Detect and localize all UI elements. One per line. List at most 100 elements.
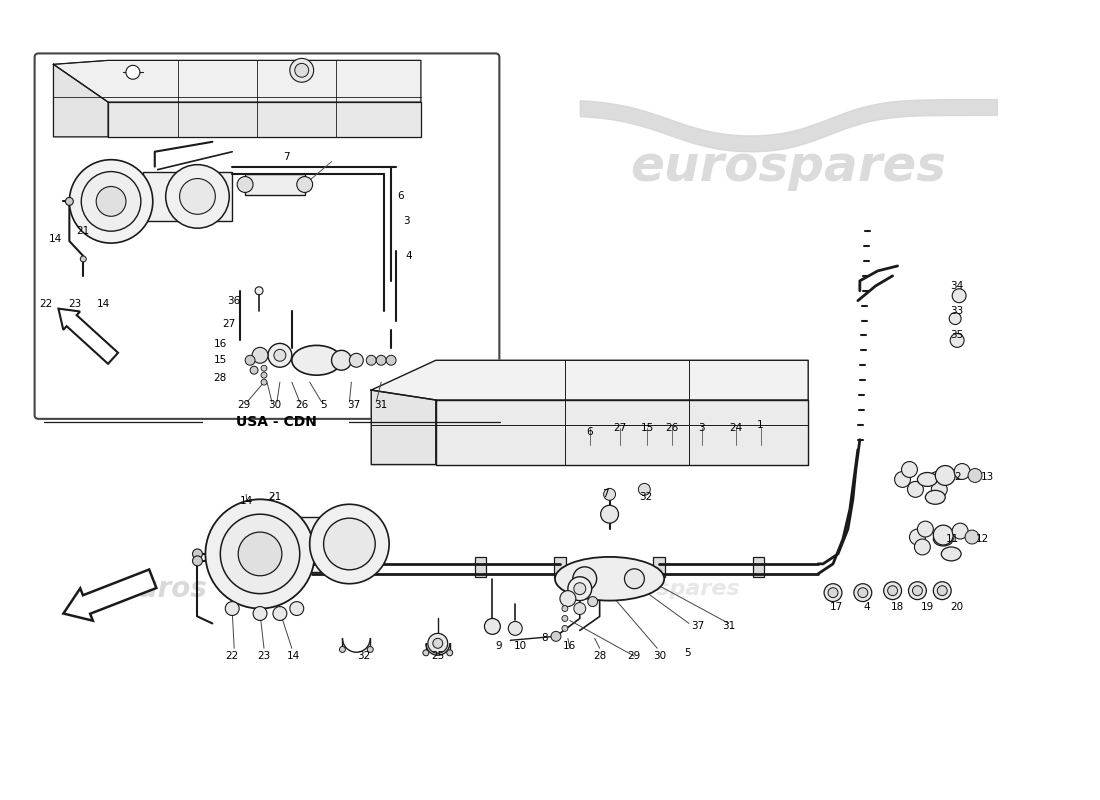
- Circle shape: [261, 366, 267, 371]
- Text: 31: 31: [722, 622, 736, 631]
- Text: 25: 25: [431, 651, 444, 662]
- Text: 37: 37: [346, 400, 360, 410]
- Text: 26: 26: [666, 423, 679, 433]
- Circle shape: [366, 355, 376, 366]
- Bar: [143, 171, 232, 222]
- Circle shape: [933, 525, 954, 545]
- Text: 18: 18: [891, 602, 904, 611]
- Text: 19: 19: [921, 602, 934, 611]
- Circle shape: [331, 350, 351, 370]
- FancyArrow shape: [64, 570, 156, 621]
- Ellipse shape: [917, 473, 937, 486]
- Circle shape: [297, 177, 312, 193]
- Circle shape: [447, 650, 453, 656]
- Circle shape: [910, 529, 925, 545]
- Text: 8: 8: [541, 634, 548, 643]
- Text: 15: 15: [640, 423, 653, 433]
- Circle shape: [274, 350, 286, 362]
- Circle shape: [310, 504, 389, 584]
- Circle shape: [273, 606, 287, 621]
- Bar: [653, 557, 666, 577]
- Text: 21: 21: [268, 492, 282, 502]
- Circle shape: [179, 178, 216, 214]
- Text: 34: 34: [950, 281, 964, 290]
- Circle shape: [902, 462, 917, 478]
- Circle shape: [935, 466, 955, 486]
- Text: 4: 4: [864, 602, 870, 611]
- Text: 30: 30: [268, 400, 282, 410]
- Circle shape: [913, 586, 923, 596]
- Circle shape: [268, 343, 292, 367]
- Text: 33: 33: [950, 306, 964, 316]
- Ellipse shape: [942, 547, 961, 561]
- Text: 31: 31: [375, 400, 388, 410]
- Text: 29: 29: [238, 400, 251, 410]
- Text: 9: 9: [495, 642, 502, 651]
- Circle shape: [220, 514, 299, 594]
- Text: 13: 13: [980, 473, 993, 482]
- Text: 27: 27: [222, 318, 235, 329]
- Text: 1: 1: [757, 420, 763, 430]
- Bar: [554, 557, 565, 577]
- Text: 2: 2: [954, 473, 960, 482]
- Ellipse shape: [933, 532, 954, 546]
- Text: 32: 32: [356, 651, 370, 662]
- Text: 29: 29: [627, 651, 640, 662]
- Circle shape: [239, 532, 282, 576]
- Polygon shape: [54, 60, 421, 102]
- Text: 17: 17: [829, 602, 843, 611]
- Text: 11: 11: [946, 534, 959, 544]
- Text: USA - CDN: USA - CDN: [236, 415, 317, 429]
- Circle shape: [422, 650, 429, 656]
- Circle shape: [888, 586, 898, 596]
- Circle shape: [323, 518, 375, 570]
- Circle shape: [367, 646, 373, 653]
- Text: 23: 23: [68, 298, 81, 309]
- Circle shape: [937, 586, 947, 596]
- Circle shape: [484, 618, 500, 634]
- Circle shape: [587, 597, 597, 606]
- Text: 7: 7: [284, 152, 290, 162]
- Circle shape: [954, 463, 970, 479]
- Text: 14: 14: [97, 298, 110, 309]
- Circle shape: [253, 606, 267, 621]
- Circle shape: [69, 160, 153, 243]
- Circle shape: [908, 482, 923, 498]
- Circle shape: [914, 539, 931, 555]
- Circle shape: [965, 530, 979, 544]
- Ellipse shape: [292, 346, 341, 375]
- Text: 22: 22: [226, 651, 239, 662]
- Circle shape: [340, 646, 345, 653]
- Text: 20: 20: [950, 602, 964, 611]
- Circle shape: [968, 469, 982, 482]
- Circle shape: [562, 606, 568, 611]
- Circle shape: [560, 590, 575, 606]
- Circle shape: [206, 499, 315, 609]
- Circle shape: [289, 602, 304, 615]
- Circle shape: [953, 523, 968, 539]
- Text: 10: 10: [514, 642, 527, 651]
- Circle shape: [350, 354, 363, 367]
- Circle shape: [96, 186, 126, 216]
- Circle shape: [932, 482, 947, 498]
- Bar: [474, 557, 486, 577]
- Circle shape: [289, 58, 314, 82]
- Text: 16: 16: [213, 339, 227, 350]
- Text: 6: 6: [586, 426, 593, 437]
- Circle shape: [376, 355, 386, 366]
- Text: 14: 14: [48, 234, 62, 244]
- Polygon shape: [436, 400, 808, 465]
- Circle shape: [192, 549, 202, 559]
- Circle shape: [428, 634, 448, 654]
- Text: 4: 4: [406, 251, 412, 261]
- Circle shape: [917, 521, 933, 537]
- Circle shape: [508, 622, 522, 635]
- Circle shape: [295, 63, 309, 78]
- Circle shape: [166, 165, 229, 228]
- Text: 27: 27: [613, 423, 626, 433]
- Circle shape: [574, 602, 585, 614]
- Circle shape: [625, 569, 645, 589]
- Text: eurospares: eurospares: [630, 142, 946, 190]
- Circle shape: [562, 615, 568, 622]
- Text: 35: 35: [950, 330, 964, 341]
